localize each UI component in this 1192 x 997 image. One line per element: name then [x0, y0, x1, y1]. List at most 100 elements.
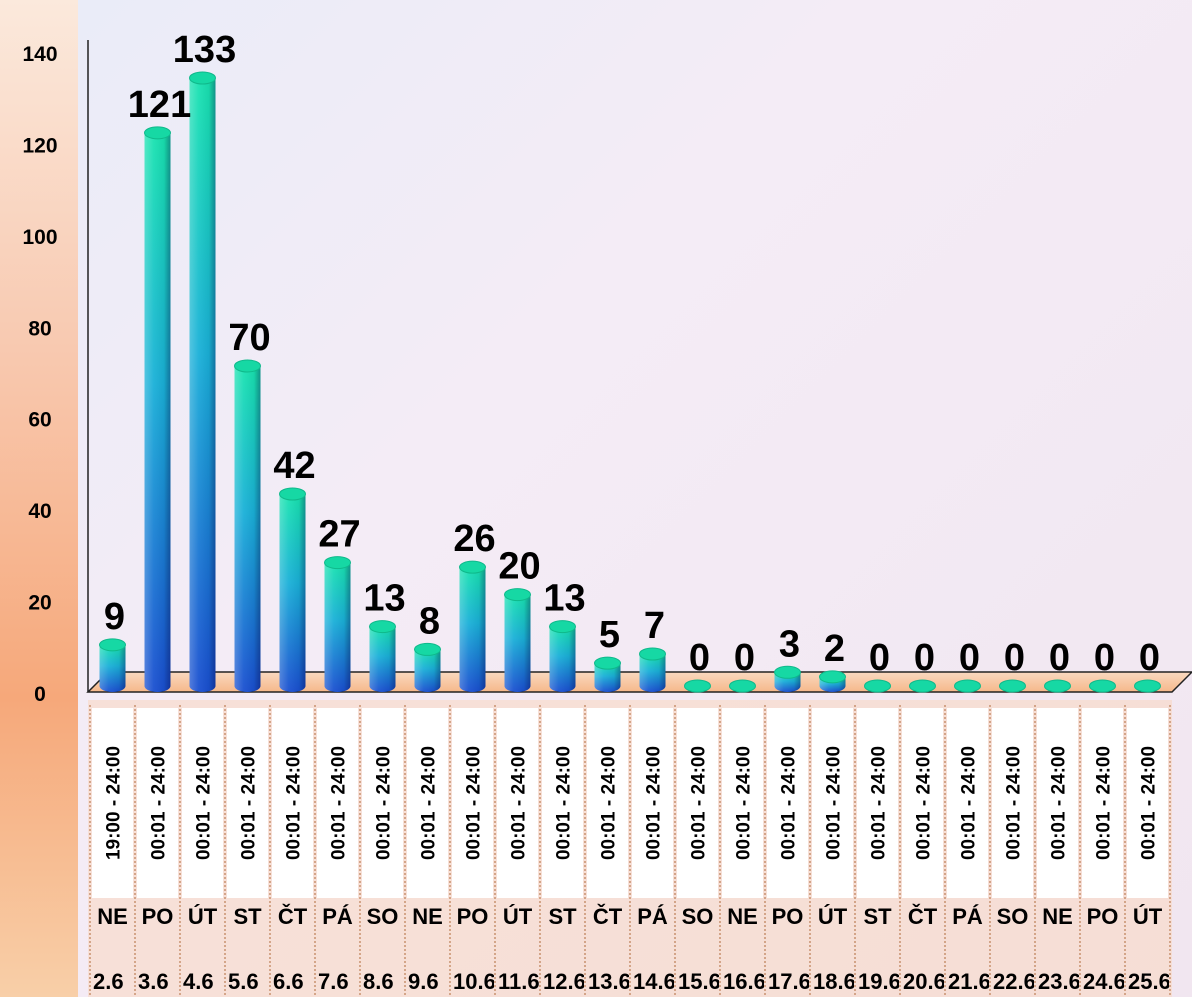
category-cell: 00:01 - 24:00 ÚT 4.6	[179, 705, 223, 997]
category-cell-bg	[902, 708, 943, 898]
category-cell: 00:01 - 24:00 ČT 20.6	[899, 705, 946, 997]
category-cell-bg	[362, 708, 403, 898]
bar	[459, 560, 486, 692]
category-cell: 00:01 - 24:00 ČT 13.6	[584, 705, 629, 997]
category-date-label: 24.6	[1083, 969, 1126, 994]
category-day-label: PO	[142, 904, 174, 929]
data-label: 7	[644, 605, 665, 647]
bar-shade	[279, 494, 306, 692]
category-day-label: PÁ	[637, 904, 668, 929]
category-date-label: 19.6	[858, 969, 901, 994]
category-date-label: 6.6	[273, 969, 304, 994]
category-day-label: PÁ	[322, 904, 353, 929]
category-time-label: 00:01 - 24:00	[374, 746, 395, 860]
bar-top	[864, 679, 891, 693]
data-label: 0	[1004, 637, 1025, 679]
category-date-label: 22.6	[993, 969, 1036, 994]
bar	[549, 620, 576, 692]
bar	[279, 487, 306, 692]
y-tick-label: 0	[34, 683, 46, 706]
category-day-label: ST	[548, 904, 577, 929]
category-time-label: 00:01 - 24:00	[554, 746, 575, 860]
category-day-label: PO	[1087, 904, 1119, 929]
bar-top	[684, 679, 711, 693]
category-date-label: 20.6	[903, 969, 946, 994]
category-cell-bg	[452, 708, 493, 898]
category-cell-bg	[497, 708, 538, 898]
category-date-label: 5.6	[228, 969, 259, 994]
category-cell-bg	[1127, 708, 1168, 898]
y-axis-band	[0, 0, 78, 997]
category-cell: 00:01 - 24:00 NE 9.6	[404, 705, 448, 997]
category-date-label: 3.6	[138, 969, 169, 994]
data-label: 5	[599, 614, 620, 656]
data-label: 20	[498, 546, 540, 588]
bar-top	[234, 359, 261, 373]
category-cell: 00:01 - 24:00 PO 3.6	[134, 705, 178, 997]
bar	[1089, 679, 1116, 693]
bar-shade	[99, 644, 126, 692]
bar	[99, 638, 126, 692]
data-label: 26	[453, 518, 495, 560]
bar-top	[144, 126, 171, 140]
category-cell-bg	[812, 708, 853, 898]
category-date-label: 8.6	[363, 969, 394, 994]
bar-top	[639, 647, 666, 661]
bar-shade	[234, 366, 261, 692]
bar	[234, 359, 261, 692]
y-tick-label: 80	[28, 317, 51, 340]
category-cell: 00:01 - 24:00 ÚT 11.6	[494, 705, 539, 997]
category-time-label: 00:01 - 24:00	[464, 746, 485, 860]
y-tick-label: 140	[22, 43, 57, 66]
category-day-label: SO	[682, 904, 714, 929]
category-date-label: 12.6	[543, 969, 586, 994]
bar	[729, 679, 756, 693]
category-cell: 19:00 - 24:00 NE 2.6	[89, 705, 133, 997]
category-day-label: ČT	[593, 904, 623, 929]
bar	[999, 679, 1026, 693]
category-time-label: 00:01 - 24:00	[1049, 746, 1070, 860]
category-cell-bg	[992, 708, 1033, 898]
category-cell-bg	[587, 708, 628, 898]
category-time-label: 00:01 - 24:00	[1139, 746, 1160, 860]
bar-shade	[639, 654, 666, 692]
category-day-label: SO	[997, 904, 1029, 929]
data-label: 0	[869, 637, 890, 679]
category-date-label: 25.6	[1128, 969, 1171, 994]
bar-top	[414, 642, 441, 656]
bar-top	[549, 620, 576, 634]
bar-top	[774, 665, 801, 679]
category-cell: 00:01 - 24:00 PO 10.6	[449, 705, 494, 997]
category-cell: 00:01 - 24:00 ST 5.6	[224, 705, 268, 997]
bar-shade	[414, 649, 441, 692]
bar	[774, 665, 801, 692]
category-date-label: 14.6	[633, 969, 676, 994]
category-cell: 00:01 - 24:00 ÚT 25.6	[1124, 705, 1171, 997]
data-label: 0	[689, 637, 710, 679]
category-day-label: ÚT	[188, 904, 218, 929]
category-cell-bg	[137, 708, 178, 898]
bar-top	[324, 556, 351, 570]
bar	[1044, 679, 1071, 693]
category-cell-bg	[722, 708, 763, 898]
category-date-label: 17.6	[768, 969, 811, 994]
category-cell: 00:01 - 24:00 PÁ 14.6	[629, 705, 676, 997]
y-tick-label: 20	[28, 592, 51, 615]
bar	[954, 679, 981, 693]
category-time-label: 00:01 - 24:00	[149, 746, 170, 860]
bar-shade	[324, 562, 351, 692]
category-cell-bg	[317, 708, 358, 898]
category-cell-bg	[92, 708, 133, 898]
bar	[324, 556, 351, 692]
category-cell-bg	[857, 708, 898, 898]
category-cell: 00:01 - 24:00 PÁ 21.6	[944, 705, 989, 997]
category-cell-bg	[677, 708, 718, 898]
category-date-label: 16.6	[723, 969, 766, 994]
category-time-label: 00:01 - 24:00	[734, 746, 755, 860]
data-label: 13	[543, 578, 585, 620]
category-time-label: 00:01 - 24:00	[419, 746, 440, 860]
bar-top	[1134, 679, 1161, 693]
bar-shade	[459, 567, 486, 692]
